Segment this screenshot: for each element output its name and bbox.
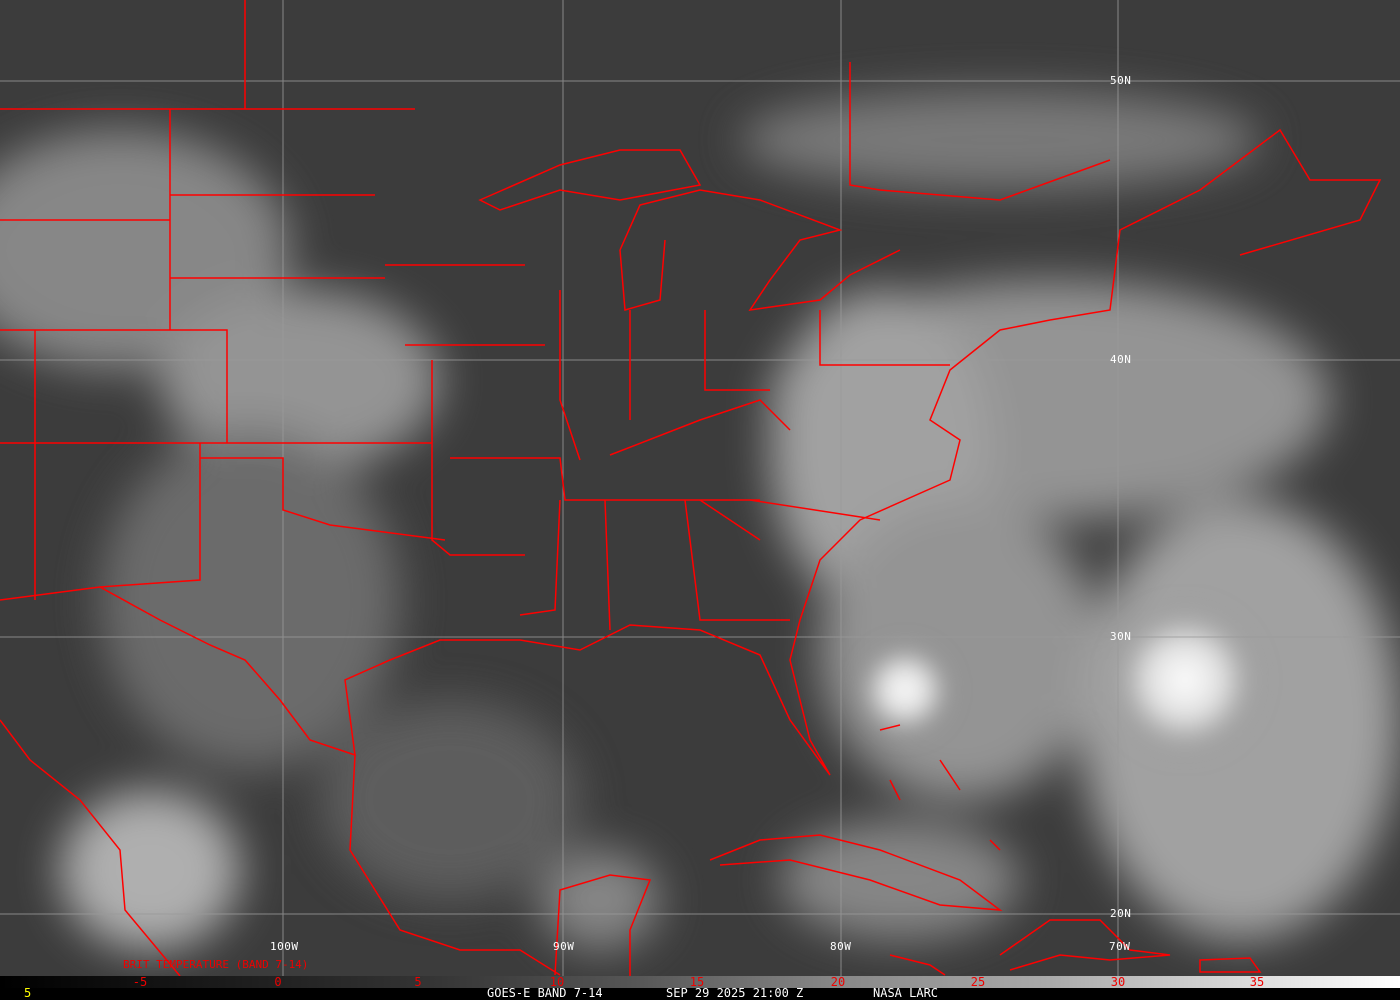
colorbar-tick: 10 bbox=[549, 975, 565, 989]
source-label: NASA LARC bbox=[873, 986, 939, 1000]
colorbar-tick: 5 bbox=[414, 975, 422, 989]
latitude-label: 50N bbox=[1110, 74, 1132, 87]
colorbar-tick: 20 bbox=[830, 975, 846, 989]
longitude-label: 90W bbox=[553, 940, 575, 953]
political-boundaries bbox=[0, 0, 1382, 976]
colorbar-tick: -5 bbox=[132, 975, 148, 989]
colorbar-tick: 15 bbox=[689, 975, 705, 989]
latitude-label: 20N bbox=[1110, 907, 1132, 920]
colorbar-tick: 30 bbox=[1110, 975, 1126, 989]
temperature-colorbar bbox=[0, 976, 1400, 988]
longitude-label: 70W bbox=[1109, 940, 1131, 953]
frame-number: 5 bbox=[24, 986, 32, 1000]
colorbar-tick: 0 bbox=[274, 975, 282, 989]
longitude-label: 100W bbox=[270, 940, 299, 953]
colorbar-tick: 35 bbox=[1249, 975, 1265, 989]
satellite-map bbox=[0, 0, 1400, 976]
colorbar-title: BRIT TEMPERATURE (BAND 7-14) bbox=[123, 958, 309, 971]
cloud-cover bbox=[0, 90, 1400, 950]
datetime-label: SEP 29 2025 21:00 Z bbox=[666, 986, 804, 1000]
image-footer: 5 GOES-E BAND 7-14 SEP 29 2025 21:00 Z N… bbox=[0, 986, 1400, 1000]
hurricanes bbox=[855, 600, 1265, 760]
product-label: GOES-E BAND 7-14 bbox=[487, 986, 603, 1000]
colorbar-tick: 25 bbox=[970, 975, 986, 989]
latitude-label: 30N bbox=[1110, 630, 1132, 643]
longitude-label: 80W bbox=[830, 940, 852, 953]
latitude-label: 40N bbox=[1110, 353, 1132, 366]
